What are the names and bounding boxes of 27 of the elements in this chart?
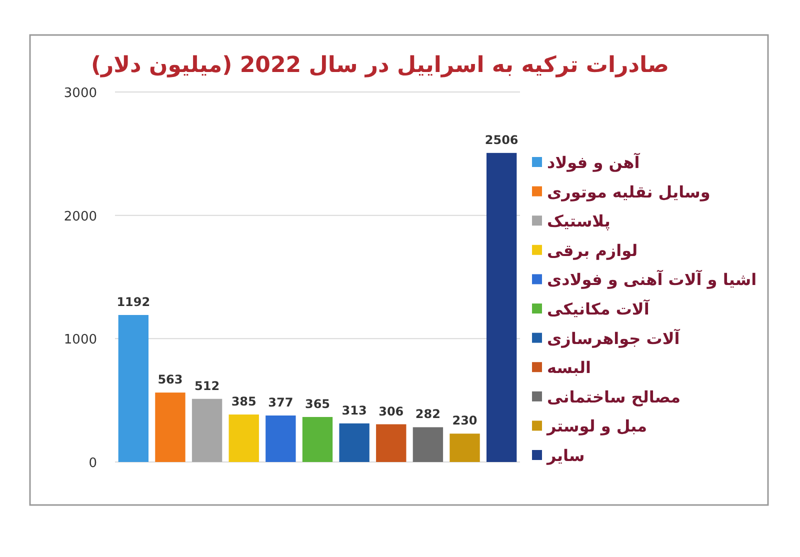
legend-label: آلات مکانیکی bbox=[547, 298, 650, 318]
legend-label: البسه bbox=[547, 358, 592, 378]
y-tick-label: 0 bbox=[88, 456, 97, 471]
y-tick-label: 3000 bbox=[64, 86, 97, 101]
data-label: 306 bbox=[378, 404, 404, 418]
legend-label: پلاستیک bbox=[547, 212, 610, 231]
legend-label: آلات جواهرسازی bbox=[547, 328, 680, 348]
legend-label: وسایل نقلیه موتوری bbox=[547, 182, 710, 202]
legend-label: سایر bbox=[546, 446, 585, 465]
data-label: 377 bbox=[268, 396, 294, 410]
data-label: 563 bbox=[158, 372, 183, 387]
data-label: 313 bbox=[342, 403, 367, 418]
data-label: 2506 bbox=[484, 132, 518, 147]
legend-label: مبل و لوستر bbox=[546, 416, 648, 436]
data-label: 365 bbox=[304, 396, 330, 411]
y-tick-label: 2000 bbox=[64, 209, 97, 224]
chart-title: صادرات ترکیه به اسراییل در سال 2022 (میلیون دلار) bbox=[90, 53, 670, 78]
legend-label: آهن و فولاد bbox=[547, 152, 640, 172]
data-label: 385 bbox=[231, 394, 256, 409]
data-label: 282 bbox=[415, 407, 440, 422]
legend-label: لوازم برقی bbox=[547, 240, 638, 260]
data-label: 1192 bbox=[116, 294, 150, 309]
legend-label: مصالح ساختمانی bbox=[547, 387, 681, 406]
y-tick-label: 1000 bbox=[64, 332, 97, 348]
data-label: 512 bbox=[194, 378, 220, 393]
data-label: 230 bbox=[452, 414, 478, 428]
legend-label: اشیا و آلات آهنی و فولادی bbox=[547, 269, 757, 290]
